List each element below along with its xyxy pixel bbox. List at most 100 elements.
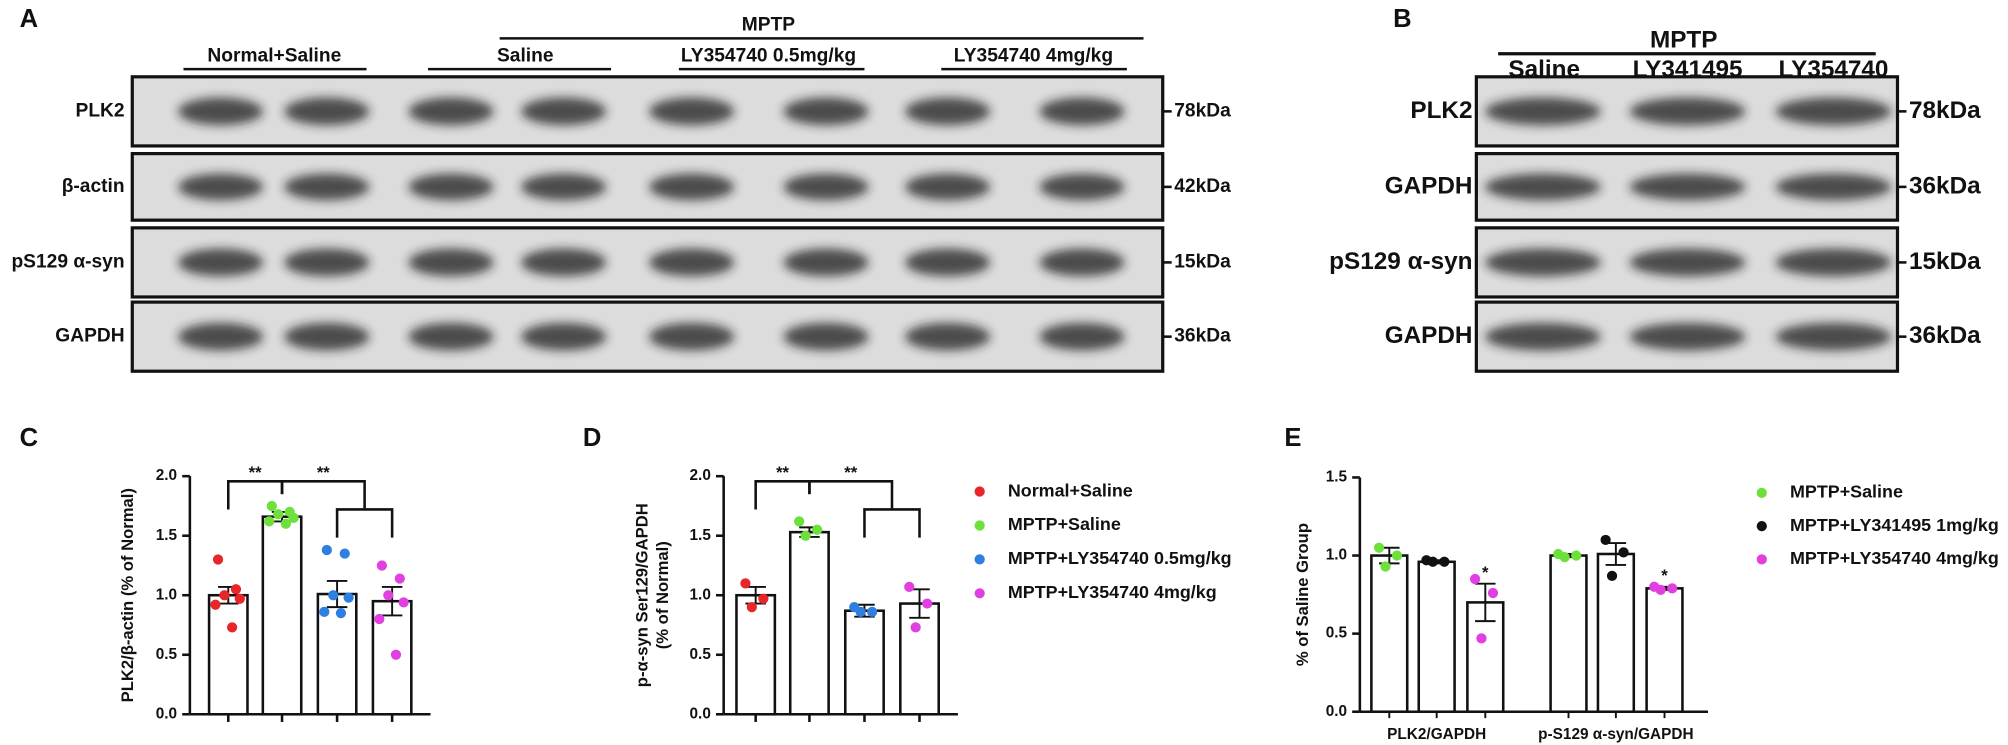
band — [905, 173, 991, 201]
y-axis-label: % of Saline Group — [1293, 523, 1312, 666]
bar — [843, 609, 885, 716]
bar — [1596, 552, 1636, 713]
y-tick-label: 0.5 — [690, 646, 712, 663]
band — [783, 97, 869, 126]
band — [408, 97, 494, 126]
kda-label: 36kDa — [1909, 172, 1981, 199]
group-label: Saline — [497, 45, 554, 66]
bar — [207, 593, 249, 716]
group-label: LY354740 0.5mg/kg — [681, 45, 856, 66]
band — [783, 248, 869, 277]
data-point — [230, 584, 242, 595]
data-point — [1618, 547, 1629, 558]
data-point — [280, 518, 292, 529]
band — [284, 173, 370, 201]
data-point — [1476, 633, 1487, 644]
band — [1485, 322, 1601, 351]
band — [1629, 322, 1746, 351]
bar — [1370, 554, 1409, 713]
row-label: GAPDH — [55, 326, 124, 347]
data-point — [212, 554, 224, 565]
band — [521, 173, 607, 201]
legend-label: MPTP+LY354740 4mg/kg — [1008, 582, 1217, 602]
lane-label: Saline — [1508, 56, 1580, 83]
data-point — [811, 524, 823, 535]
y-tick-label: 1.0 — [156, 586, 177, 603]
y-tick-label: 1.5 — [1326, 469, 1348, 486]
bar — [1466, 601, 1505, 713]
error-bar — [1475, 582, 1496, 623]
error-bar — [381, 585, 403, 617]
data-point — [910, 622, 921, 633]
kda-label: 78kDa — [1909, 97, 1981, 124]
band — [178, 173, 264, 201]
data-point — [319, 606, 330, 618]
bar — [1549, 554, 1588, 713]
y-tick-label: 1.5 — [156, 527, 178, 544]
data-point — [264, 516, 275, 527]
x-tick-label: p-S129 α-syn/GAPDH — [1538, 726, 1693, 743]
data-point — [1439, 556, 1450, 567]
data-point — [1427, 556, 1438, 567]
row-label: pS129 α-syn — [11, 251, 124, 272]
significance-bracket — [280, 480, 394, 538]
y-tick-label: 0.0 — [156, 705, 177, 722]
data-point — [1655, 584, 1666, 596]
y-axis-label: (% of Normal) — [653, 541, 672, 649]
bar — [735, 593, 777, 716]
band — [1039, 173, 1125, 201]
data-point — [398, 597, 409, 608]
data-point — [1373, 542, 1385, 553]
row-label: β-actin — [62, 176, 125, 197]
legend-marker — [974, 520, 985, 531]
data-point — [1487, 587, 1499, 599]
band — [1775, 248, 1892, 277]
band — [1039, 97, 1125, 126]
band — [521, 248, 607, 277]
data-point — [1380, 561, 1391, 572]
band — [284, 322, 370, 351]
y-axis-label: p-α-syn Ser129/GAPDH — [632, 503, 651, 687]
band — [905, 322, 991, 351]
band — [649, 173, 735, 201]
data-point — [904, 581, 915, 593]
data-point — [390, 649, 402, 660]
group-label: Normal+Saline — [207, 45, 341, 66]
legend-marker — [974, 486, 985, 497]
band — [1485, 97, 1601, 126]
band — [1629, 173, 1746, 201]
data-point — [343, 592, 354, 603]
panel-letter: C — [20, 424, 38, 452]
blot-header: MPTP — [1650, 26, 1718, 53]
data-point — [746, 602, 757, 613]
bar — [1645, 587, 1684, 713]
significance-label: ** — [844, 463, 857, 482]
data-point — [288, 512, 299, 523]
row-label: pS129 α-syn — [1329, 248, 1472, 275]
row-label: GAPDH — [1385, 322, 1473, 349]
bar — [1417, 560, 1456, 713]
significance-label: * — [1661, 566, 1668, 585]
band — [905, 248, 991, 277]
data-point — [758, 593, 769, 604]
kda-label: 42kDa — [1174, 176, 1231, 197]
legend-marker — [1756, 520, 1767, 532]
significance-label: ** — [317, 463, 330, 482]
band — [1485, 173, 1601, 201]
data-point — [1571, 550, 1582, 561]
bar — [261, 515, 303, 716]
data-point — [273, 509, 284, 520]
significance-label: ** — [776, 463, 789, 482]
data-point — [339, 548, 350, 559]
blot-header: MPTP — [742, 15, 796, 36]
y-tick-label: 1.0 — [690, 586, 711, 603]
data-point — [1391, 550, 1403, 561]
legend-label: MPTP+LY354740 4mg/kg — [1790, 548, 1999, 568]
band — [408, 173, 494, 201]
band — [905, 97, 991, 126]
lane-label: LY354740 — [1779, 56, 1889, 83]
band — [783, 322, 869, 351]
data-point — [226, 622, 238, 633]
y-tick-label: 2.0 — [156, 467, 177, 484]
band — [284, 248, 370, 277]
